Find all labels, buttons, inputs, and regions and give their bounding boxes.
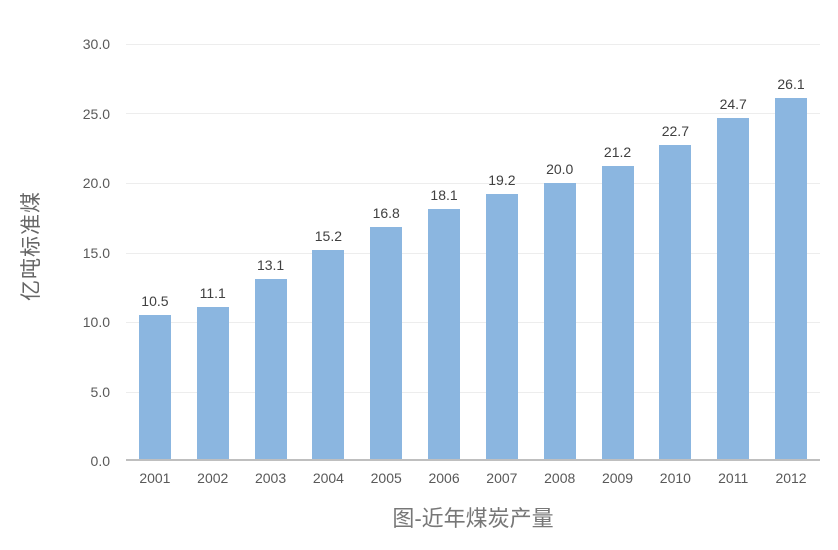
x-axis-line <box>126 459 820 461</box>
bar-value-label: 26.1 <box>777 76 805 93</box>
y-tick-label: 5.0 <box>90 383 110 400</box>
bar <box>196 306 229 461</box>
bar <box>717 117 750 461</box>
bar-slot: 18.1 <box>415 44 473 461</box>
bar <box>775 98 808 461</box>
bar <box>485 194 518 461</box>
bar <box>428 209 461 461</box>
bar <box>138 315 171 461</box>
bar-value-label: 19.2 <box>488 172 516 189</box>
bar-slot: 16.8 <box>357 44 415 461</box>
bar-slot: 21.2 <box>589 44 647 461</box>
x-tick-label: 2005 <box>370 470 402 486</box>
bar-value-label: 22.7 <box>661 123 689 140</box>
bar <box>601 166 634 461</box>
bar-value-label: 16.8 <box>372 205 400 222</box>
chart-title: 图-近年煤炭产量 <box>392 506 554 531</box>
x-tick-label: 2004 <box>312 470 344 486</box>
y-tick-label: 15.0 <box>82 244 110 261</box>
bar-value-label: 20.0 <box>546 161 574 178</box>
bar-value-label: 15.2 <box>314 227 343 244</box>
bar-value-label: 21.2 <box>603 144 632 161</box>
gridline <box>126 44 820 45</box>
x-axis-tick-labels: 2001 2002 2003 2004 2005 2006 2007 2008 2009 2010… <box>126 470 820 486</box>
gridline <box>126 182 820 184</box>
bar-value-label: 24.7 <box>719 95 747 112</box>
bar <box>312 249 345 461</box>
y-tick-label: 25.0 <box>82 105 110 122</box>
x-tick-label: 2001 <box>139 470 171 486</box>
bar <box>254 278 287 461</box>
bar-slot: 11.1 <box>184 44 242 461</box>
x-tick-label: 2007 <box>486 470 518 486</box>
bar <box>370 227 403 461</box>
x-tick-label: 2011 <box>718 470 749 486</box>
bar-value-label: 10.5 <box>141 293 169 310</box>
bar-slot: 10.5 <box>126 44 184 461</box>
bar-value-label: 13.1 <box>256 256 285 273</box>
bar-slot: 19.2 <box>473 44 531 461</box>
y-tick-label: 20.0 <box>82 175 110 191</box>
bar-value-label: 18.1 <box>430 187 458 204</box>
x-tick-label: 2003 <box>254 470 287 486</box>
bar-slot: 15.2 <box>299 44 357 461</box>
bar-slot: 22.7 <box>646 44 704 461</box>
bar-slot: 24.7 <box>704 44 762 461</box>
plot-area: 10.5 11.1 13.1 15.2 16.8 18.1 19.2 20.0 21.2 22.7… <box>126 44 820 461</box>
bars-container: 10.5 11.1 13.1 15.2 16.8 18.1 19.2 20.0 21.2 22.7… <box>126 44 820 461</box>
x-tick-label: 2012 <box>775 470 807 486</box>
gridline <box>126 113 820 115</box>
bar-slot: 13.1 <box>242 44 300 461</box>
y-tick-label: 0.0 <box>90 453 110 469</box>
y-tick-label: 10.0 <box>82 314 110 330</box>
x-tick-label: 2006 <box>428 470 460 486</box>
bar <box>659 145 692 461</box>
y-tick-label: 30.0 <box>82 36 110 52</box>
bar-slot: 20.0 <box>531 44 589 461</box>
gridline <box>126 321 820 323</box>
x-tick-label: 2002 <box>197 470 229 486</box>
x-tick-label: 2008 <box>544 470 576 486</box>
y-axis-tick-labels: 0.0 5.0 10.0 15.0 20.0 25.0 30.0 <box>0 0 110 550</box>
bar <box>543 183 576 461</box>
gridline <box>126 252 820 254</box>
x-tick-label: 2009 <box>601 470 634 486</box>
gridline <box>126 391 820 393</box>
x-tick-label: 2010 <box>659 470 691 486</box>
bar-value-label: 11.1 <box>199 284 226 301</box>
bar-slot: 26.1 <box>762 44 820 461</box>
